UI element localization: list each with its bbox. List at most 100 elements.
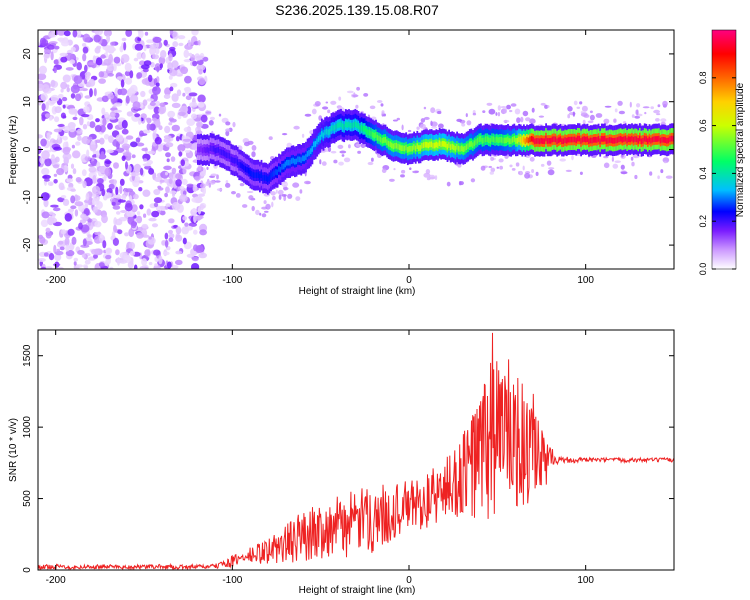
heatmap-cell [346,90,354,94]
colorbar-label: Normalized spectral amplitude [735,82,746,217]
heatmap-cell [263,175,266,181]
heatmap-cell [611,156,615,162]
heatmap-cell [130,172,139,177]
heatmap-cell [153,188,161,196]
heatmap-cell [59,52,69,57]
heatmap-cell [144,249,151,257]
heatmap-cell [631,135,633,142]
heatmap-cell [600,136,603,142]
heatmap-cell [538,115,545,118]
heatmap-cell [74,93,82,102]
heatmap-cell [460,145,463,152]
heatmap-cell [91,197,97,206]
heatmap-cell [446,143,449,150]
heatmap-cell [602,136,605,142]
heatmap-cell [62,96,68,102]
heatmap-cell [391,142,393,149]
heatmap-cell [231,191,236,195]
heatmap-cell [91,160,98,167]
heatmap-cell [72,168,77,175]
heatmap-cell [564,137,567,143]
heatmap-cell [94,30,103,36]
heatmap-cell [164,87,171,96]
heatmap-cell [515,162,520,167]
heatmap-cell [41,211,50,219]
heatmap-cell [338,121,341,128]
heatmap-cell [544,104,549,109]
heatmap-cell [40,93,48,101]
heatmap-cell [82,53,87,62]
heatmap-cell [40,219,49,228]
heatmap-cell [135,137,141,143]
heatmap-cell [473,140,476,147]
heatmap-cell [142,52,146,60]
heatmap-cell [155,82,160,87]
heatmap-cell [556,138,559,145]
heatmap-cell [355,104,359,109]
heatmap-cell [642,106,650,109]
heatmap-cell [102,240,107,249]
heatmap-cell [658,135,660,142]
heatmap-cell [120,79,125,88]
heatmap-cell [39,236,46,244]
heatmap-cell [109,111,116,118]
heatmap-cell [192,60,198,67]
heatmap-cell [81,169,87,177]
colorbar: 0.0 0.2 0.4 0.6 0.8 Normalized spectral ampl… [698,29,746,276]
heatmap-cell [464,145,466,152]
heatmap-cell [227,152,229,159]
heatmap-cell [115,249,120,256]
heatmap-cell [143,213,147,218]
heatmap-cell [453,144,455,151]
heatmap-cell [139,130,144,137]
heatmap-cell [614,108,618,113]
heatmap-cell [125,95,130,104]
heatmap-cell [631,161,635,167]
heatmap-cell [330,125,333,132]
heatmap-cell [314,141,317,147]
heatmap-cell [169,86,174,92]
heatmap-cell [169,118,177,123]
heatmap-cell [629,101,632,108]
heatmap-cell [457,164,462,168]
heatmap-cell [225,180,229,184]
heatmap-cell [94,231,102,236]
heatmap-cell [319,159,322,165]
heatmap-cell [200,146,202,152]
heatmap-cell [116,211,121,215]
heatmap-cell [118,121,124,128]
heatmap-cell [38,258,46,262]
heatmap-cell [101,95,109,103]
heatmap-cell [369,105,376,110]
heatmap-cell [157,187,164,191]
heatmap-cell [430,120,433,127]
colorbar-tick-label: 0.0 [698,263,708,276]
heatmap-cell [113,179,117,185]
y-tick-label: 20 [22,48,33,60]
spectrogram-y-label: Frequency (Hz) [8,116,19,185]
heatmap-cell [93,88,97,97]
heatmap-cell [200,123,209,129]
heatmap-cell [423,116,430,120]
heatmap-cell [282,163,285,170]
heatmap-cell [603,118,610,124]
heatmap-cell [522,110,529,117]
heatmap-cell [72,150,81,159]
heatmap-cell [72,30,78,38]
heatmap-cell [159,102,166,108]
heatmap-cell [206,146,209,153]
heatmap-cell [137,30,142,34]
heatmap-cell [153,197,163,204]
heatmap-cell [133,57,139,62]
heatmap-cell [298,156,301,163]
heatmap-cell [314,101,321,107]
heatmap-cell [497,112,501,117]
heatmap-cell [132,179,140,188]
heatmap-cell [78,222,83,230]
heatmap-cell [543,138,546,145]
heatmap-cell [275,189,278,194]
heatmap-cell [51,30,55,35]
heatmap-cell [438,140,441,147]
heatmap-cell [195,55,205,59]
heatmap-cell [367,161,374,166]
